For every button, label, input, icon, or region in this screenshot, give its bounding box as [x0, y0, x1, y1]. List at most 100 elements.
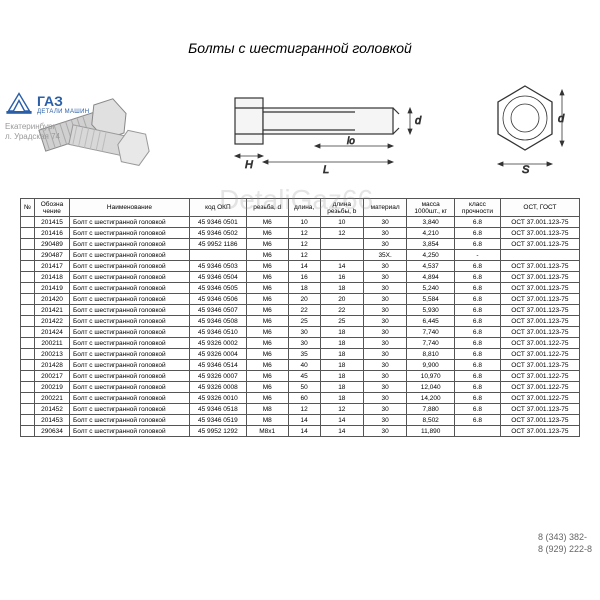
table-cell: 45 9346 0514 — [189, 360, 246, 371]
table-cell: 12 — [288, 239, 320, 250]
table-cell: 200213 — [35, 349, 70, 360]
table-cell — [21, 404, 35, 415]
table-cell — [21, 371, 35, 382]
table-row: 201419Болт с шестигранной головкой45 934… — [21, 283, 580, 294]
table-cell: М6 — [246, 272, 288, 283]
col-header: Наименование — [69, 199, 189, 217]
table-cell: 6.8 — [455, 294, 501, 305]
table-cell: 30 — [363, 415, 406, 426]
table-cell: 30 — [363, 349, 406, 360]
phone-2: 8 (929) 222-8 — [538, 543, 592, 556]
table-cell: М6 — [246, 294, 288, 305]
table-cell: ОСТ 37.001.123-75 — [500, 305, 579, 316]
table-cell: ОСТ 37.001.123-75 — [500, 327, 579, 338]
table-cell — [21, 327, 35, 338]
brand-tagline: ДЕТАЛИ МАШИН — [37, 109, 89, 115]
table-cell: М6 — [246, 250, 288, 261]
table-cell — [320, 250, 363, 261]
table-cell: 7,740 — [407, 327, 455, 338]
table-cell: 6.8 — [455, 305, 501, 316]
table-cell: 30 — [363, 228, 406, 239]
table-cell: М8х1 — [246, 426, 288, 437]
col-header: ОСТ, ГОСТ — [500, 199, 579, 217]
table-cell: 18 — [288, 283, 320, 294]
table-cell: 45 9326 0008 — [189, 382, 246, 393]
table-cell: 18 — [320, 393, 363, 404]
table-cell: Болт с шестигранной головкой — [69, 415, 189, 426]
table-row: 201416Болт с шестигранной головкой45 934… — [21, 228, 580, 239]
table-cell — [21, 272, 35, 283]
table-cell: М6 — [246, 305, 288, 316]
bolt-technical-drawing: H L lo d — [215, 74, 435, 174]
table-cell: 30 — [363, 316, 406, 327]
table-cell: ОСТ 37.001.122-75 — [500, 349, 579, 360]
table-cell: Болт с шестигранной головкой — [69, 294, 189, 305]
table-cell: 16 — [320, 272, 363, 283]
table-cell: ОСТ 37.001.123-75 — [500, 272, 579, 283]
table-cell: Болт с шестигранной головкой — [69, 261, 189, 272]
table-cell: 6.8 — [455, 316, 501, 327]
dim-lo: lo — [347, 136, 355, 147]
table-cell: 201424 — [35, 327, 70, 338]
table-cell: Болт с шестигранной головкой — [69, 239, 189, 250]
table-cell: 35Х. — [363, 250, 406, 261]
table-cell — [21, 316, 35, 327]
table-cell: 10,970 — [407, 371, 455, 382]
table-cell: 200211 — [35, 338, 70, 349]
address-city: Екатеринбург — [5, 122, 89, 132]
table-row: 201453Болт с шестигранной головкой45 934… — [21, 415, 580, 426]
table-cell: 6.8 — [455, 404, 501, 415]
col-header: резьба, d — [246, 199, 288, 217]
table-cell: 9,900 — [407, 360, 455, 371]
table-row: 201417Болт с шестигранной головкой45 934… — [21, 261, 580, 272]
col-header: масса1000шт., кг — [407, 199, 455, 217]
table-cell: 6.8 — [455, 217, 501, 228]
table-cell: 3,840 — [407, 217, 455, 228]
table-cell: 25 — [320, 316, 363, 327]
table-row: 201420Болт с шестигранной головкой45 934… — [21, 294, 580, 305]
table-cell: 12,040 — [407, 382, 455, 393]
table-cell: 30 — [288, 338, 320, 349]
table-cell — [21, 382, 35, 393]
table-cell: М6 — [246, 338, 288, 349]
table-cell: 30 — [288, 327, 320, 338]
table-cell: Болт с шестигранной головкой — [69, 272, 189, 283]
table-cell: 30 — [363, 327, 406, 338]
table-cell: 12 — [320, 404, 363, 415]
table-cell: ОСТ 37.001.123-75 — [500, 294, 579, 305]
table-cell — [455, 426, 501, 437]
table-cell: ОСТ 37.001.123-75 — [500, 426, 579, 437]
table-cell: 5,584 — [407, 294, 455, 305]
table-cell — [21, 360, 35, 371]
table-cell: М6 — [246, 327, 288, 338]
table-cell: 6.8 — [455, 272, 501, 283]
table-cell: 22 — [320, 305, 363, 316]
table-cell: Болт с шестигранной головкой — [69, 250, 189, 261]
table-cell: 45 9326 0007 — [189, 371, 246, 382]
table-cell: 5,930 — [407, 305, 455, 316]
table-cell: 200219 — [35, 382, 70, 393]
table-cell: 14 — [288, 426, 320, 437]
table-cell — [21, 294, 35, 305]
table-row: 201415Болт с шестигранной головкой45 934… — [21, 217, 580, 228]
table-cell: 6.8 — [455, 415, 501, 426]
table-cell: 7,740 — [407, 338, 455, 349]
table-cell: 200217 — [35, 371, 70, 382]
table-cell: 4,894 — [407, 272, 455, 283]
table-cell: Болт с шестигранной головкой — [69, 305, 189, 316]
table-row: 200219Болт с шестигранной головкой45 932… — [21, 382, 580, 393]
table-cell: 45 9346 0510 — [189, 327, 246, 338]
table-cell: М6 — [246, 261, 288, 272]
table-cell: 290487 — [35, 250, 70, 261]
table-cell: М8 — [246, 404, 288, 415]
brand-name: ГАЗ — [37, 93, 89, 109]
table-cell — [21, 239, 35, 250]
table-row: 201452Болт с шестигранной головкой45 934… — [21, 404, 580, 415]
table-cell: Болт с шестигранной головкой — [69, 371, 189, 382]
col-header: длина, — [288, 199, 320, 217]
table-cell: М6 — [246, 360, 288, 371]
table-cell: М6 — [246, 316, 288, 327]
table-cell: 45 9346 0503 — [189, 261, 246, 272]
table-cell: М6 — [246, 239, 288, 250]
table-cell: 290489 — [35, 239, 70, 250]
